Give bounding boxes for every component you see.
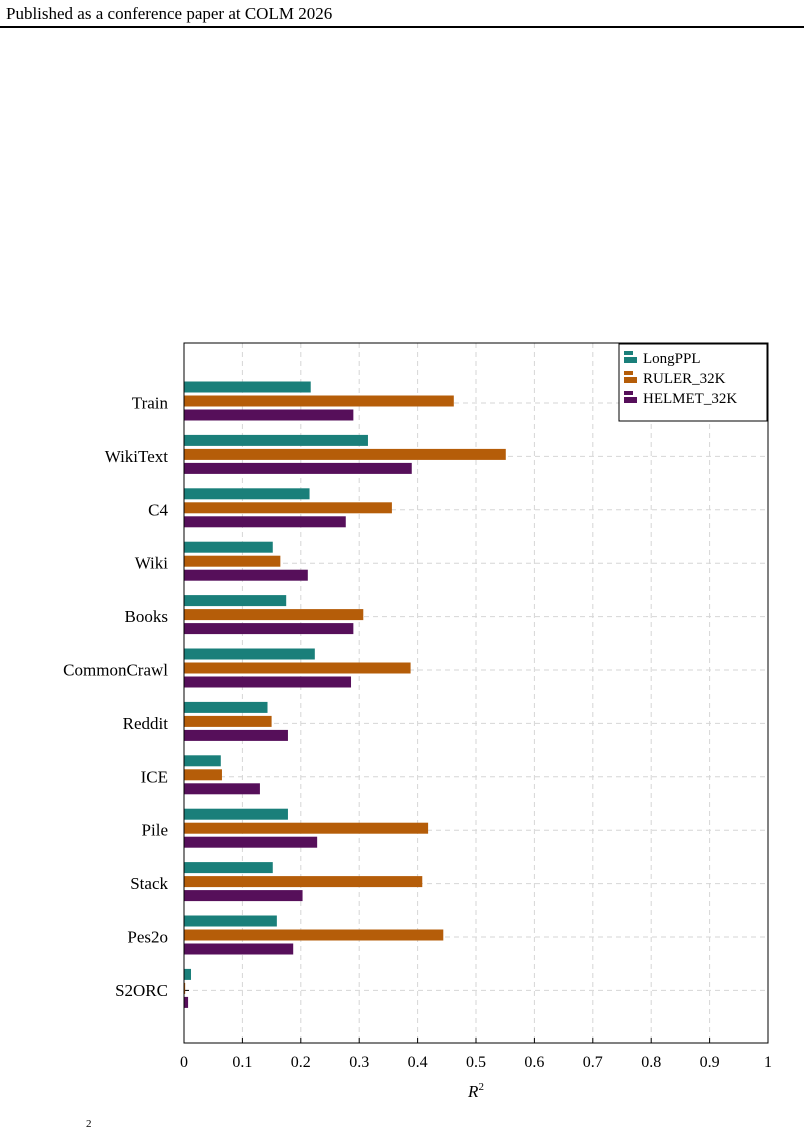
bar-2 — [184, 409, 354, 421]
x-tick-label: 0.4 — [408, 1054, 428, 1071]
x-axis-label: R2 — [467, 1081, 484, 1101]
bar-0 — [184, 541, 273, 553]
x-tick-label: 0 — [180, 1054, 188, 1071]
y-tick-label: CommonCrawl — [63, 661, 168, 680]
y-tick-label: ICE — [141, 767, 168, 786]
plot-frame — [183, 342, 769, 1044]
bar-0 — [184, 434, 368, 446]
bar-0 — [184, 755, 221, 767]
bar-2 — [184, 516, 346, 528]
legend-label: RULER_32K — [643, 371, 726, 387]
legend-swatch — [624, 391, 633, 395]
running-header: Published as a conference paper at COLM … — [6, 4, 333, 23]
bar-1 — [184, 982, 186, 994]
legend-label: LongPPL — [643, 351, 701, 367]
bar-0 — [184, 808, 288, 820]
legend-box — [618, 343, 768, 422]
bar-2 — [184, 569, 308, 581]
legend-swatch — [624, 371, 633, 375]
x-tick-label: 1 — [764, 1054, 772, 1071]
bar-1 — [184, 555, 281, 567]
bar-0 — [184, 862, 273, 874]
bar-1 — [184, 715, 272, 727]
bar-0 — [184, 968, 192, 980]
y-tick-label: Stack — [130, 874, 168, 893]
page-header: Published as a conference paper at COLM … — [0, 0, 804, 28]
y-tick-label: Wiki — [135, 554, 169, 573]
bar-2 — [184, 836, 318, 848]
bar-1 — [184, 395, 454, 407]
bar-0 — [184, 915, 277, 927]
y-tick-label: WikiText — [105, 447, 169, 466]
bar-1 — [184, 609, 364, 621]
y-tick-label: C4 — [148, 500, 168, 519]
bar-0 — [184, 381, 311, 393]
bar-0 — [184, 701, 268, 713]
x-tick-label: 0.8 — [641, 1054, 661, 1071]
bar-1 — [184, 876, 423, 888]
legend-swatch — [624, 351, 633, 355]
bar-2 — [184, 943, 294, 955]
y-tick-label: Train — [132, 394, 169, 413]
x-tick-label: 0.1 — [232, 1054, 252, 1071]
x-axis-label-superscript: 2 — [478, 1081, 484, 1093]
y-tick-label: Books — [125, 607, 168, 626]
bar-2 — [184, 623, 354, 635]
bar-1 — [184, 822, 429, 834]
legend-swatch — [624, 357, 637, 363]
bar-0 — [184, 488, 310, 500]
bar-2 — [184, 783, 260, 795]
y-tick-label: S2ORC — [115, 981, 168, 1000]
caption-fragment: 2 — [86, 1118, 92, 1130]
legend-swatch — [624, 397, 637, 403]
bar-2 — [184, 462, 412, 474]
bar-1 — [184, 929, 444, 941]
bar-1 — [184, 448, 506, 460]
x-tick-label: 0.5 — [466, 1054, 486, 1071]
bar-2 — [184, 676, 352, 688]
bar-1 — [184, 662, 411, 674]
y-tick-label: Pile — [142, 821, 168, 840]
bar-2 — [184, 890, 303, 902]
x-tick-label: 0.2 — [291, 1054, 311, 1071]
header-rule — [0, 26, 804, 28]
y-tick-label: Pes2o — [127, 928, 168, 947]
x-tick-label: 0.7 — [583, 1054, 603, 1071]
bar-1 — [184, 502, 392, 514]
legend-label: HELMET_32K — [643, 391, 737, 407]
bar-1 — [184, 769, 222, 781]
y-tick-label: Reddit — [123, 714, 169, 733]
bar-2 — [184, 729, 288, 741]
x-tick-label: 0.6 — [524, 1054, 544, 1071]
bar-2 — [184, 996, 189, 1008]
x-tick-label: 0.9 — [700, 1054, 720, 1071]
bar-0 — [184, 595, 287, 607]
legend-swatch — [624, 377, 637, 383]
bar-0 — [184, 648, 315, 660]
x-tick-label: 0.3 — [349, 1054, 369, 1071]
